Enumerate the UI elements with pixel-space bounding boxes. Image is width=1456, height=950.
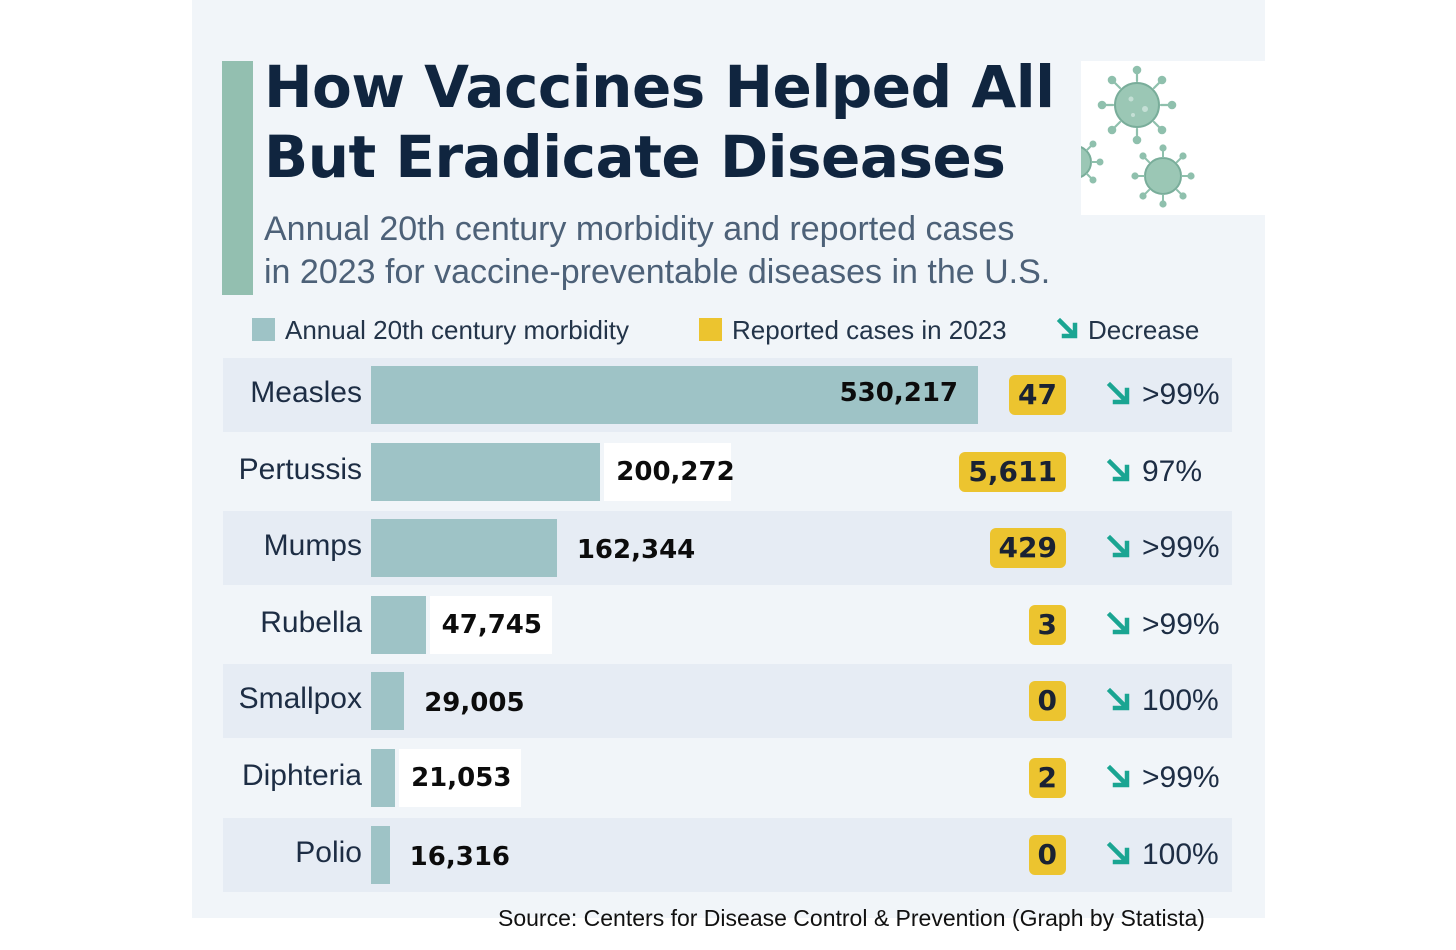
- morbidity-bar: [371, 366, 978, 424]
- arrow-down-right-icon: [1106, 841, 1130, 864]
- reported-cases-badge: 429: [989, 528, 1066, 569]
- category-label: Measles: [250, 376, 362, 409]
- category-label: Rubella: [260, 605, 362, 639]
- morbidity-bar: [371, 519, 557, 578]
- title-line-2: But Eradicate Diseases: [264, 123, 1006, 191]
- category-label: Smallpox: [238, 682, 362, 716]
- morbidity-value-label: 29,005: [424, 688, 525, 719]
- reported-cases-badge: 5,611: [959, 451, 1066, 492]
- source-note: Source: Centers for Disease Control & Pr…: [498, 905, 1205, 931]
- decrease-percent: >99%: [1142, 761, 1220, 794]
- arrow-down-right-icon: [1106, 535, 1130, 558]
- reported-cases-badge: 0: [1028, 681, 1066, 722]
- category-label: Polio: [295, 835, 362, 869]
- category-label: Pertussis: [238, 452, 362, 486]
- legend-swatch-cases: [699, 318, 722, 341]
- reported-cases-badge: 47: [1009, 375, 1066, 415]
- decrease-percent: >99%: [1142, 378, 1220, 411]
- decrease-percent: 100%: [1142, 684, 1219, 718]
- chart-title: How Vaccines Helped All But Eradicate Di…: [264, 52, 1074, 192]
- title-accent-bar: [222, 61, 253, 295]
- arrow-down-right-icon: [1106, 458, 1130, 481]
- decrease-percent: 100%: [1142, 837, 1219, 871]
- morbidity-value-label: 200,272: [604, 442, 735, 501]
- reported-cases-badge: 2: [1028, 758, 1066, 798]
- arrow-down-right-icon: [1056, 317, 1078, 339]
- reported-cases-badge: 0: [1028, 834, 1066, 875]
- virus-icon: [1058, 65, 1195, 208]
- morbidity-value-label: 530,217: [839, 378, 958, 408]
- morbidity-bar: [371, 442, 601, 501]
- morbidity-value-label: 16,316: [409, 841, 511, 872]
- arrow-down-right-icon: [1106, 688, 1130, 711]
- subtitle-line-2: in 2023 for vaccine-preventable diseases…: [264, 253, 1051, 291]
- chart-subtitle: Annual 20th century morbidity and report…: [264, 208, 1144, 294]
- decrease-percent: >99%: [1142, 531, 1220, 565]
- decrease-percent: 97%: [1142, 454, 1203, 488]
- legend-label-cases: Reported cases in 2023: [732, 315, 1007, 345]
- morbidity-value-label: 162,344: [576, 535, 696, 566]
- subtitle-line-1: Annual 20th century morbidity and report…: [264, 210, 1015, 248]
- morbidity-bar: [371, 749, 396, 807]
- category-label: Mumps: [263, 529, 362, 563]
- morbidity-bar: [371, 825, 390, 884]
- virus-illustration: [1058, 61, 1265, 215]
- category-label: Diphteria: [241, 759, 362, 792]
- morbidity-value-label: 21,053: [399, 749, 522, 807]
- reported-cases-badge: 3: [1028, 604, 1066, 645]
- legend-label-morbidity: Annual 20th century morbidity: [285, 315, 629, 345]
- arrow-down-right-icon: [1106, 611, 1130, 635]
- arrow-down-right-icon: [1106, 381, 1130, 405]
- morbidity-bar: [371, 672, 405, 731]
- decrease-percent: >99%: [1142, 607, 1220, 641]
- legend-swatch-morbidity: [252, 318, 275, 341]
- arrow-down-right-icon: [1106, 764, 1130, 788]
- legend-label-decrease: Decrease: [1088, 315, 1200, 345]
- morbidity-value-label: 47,745: [429, 595, 552, 654]
- morbidity-bar: [371, 595, 426, 654]
- title-line-1: How Vaccines Helped All: [264, 53, 1055, 121]
